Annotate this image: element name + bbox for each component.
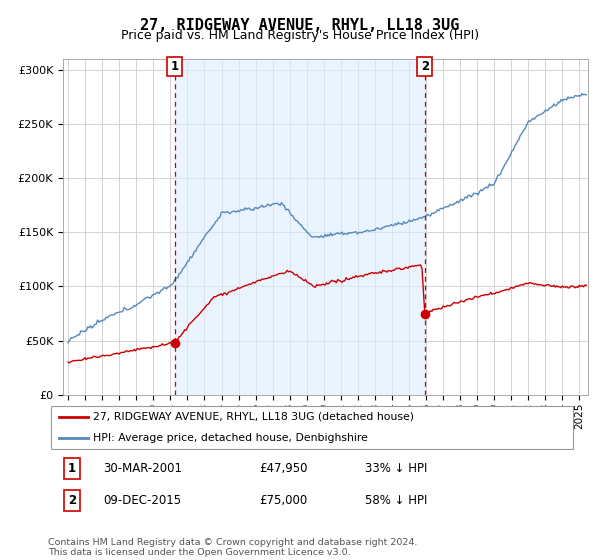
Text: Contains HM Land Registry data © Crown copyright and database right 2024.
This d: Contains HM Land Registry data © Crown c…	[48, 538, 418, 557]
Text: 30-MAR-2001: 30-MAR-2001	[103, 462, 182, 475]
Text: 2: 2	[68, 494, 76, 507]
Text: £75,000: £75,000	[259, 494, 307, 507]
Text: 1: 1	[68, 462, 76, 475]
Text: 58% ↓ HPI: 58% ↓ HPI	[365, 494, 427, 507]
Text: 2: 2	[421, 60, 429, 73]
Text: 1: 1	[170, 60, 179, 73]
Text: 27, RIDGEWAY AVENUE, RHYL, LL18 3UG (detached house): 27, RIDGEWAY AVENUE, RHYL, LL18 3UG (det…	[93, 412, 414, 422]
Text: Price paid vs. HM Land Registry's House Price Index (HPI): Price paid vs. HM Land Registry's House …	[121, 29, 479, 42]
Text: 33% ↓ HPI: 33% ↓ HPI	[365, 462, 427, 475]
Text: £47,950: £47,950	[259, 462, 308, 475]
Text: HPI: Average price, detached house, Denbighshire: HPI: Average price, detached house, Denb…	[93, 433, 368, 444]
Text: 27, RIDGEWAY AVENUE, RHYL, LL18 3UG: 27, RIDGEWAY AVENUE, RHYL, LL18 3UG	[140, 18, 460, 33]
Bar	[175, 59, 425, 395]
FancyBboxPatch shape	[50, 406, 574, 449]
Text: 09-DEC-2015: 09-DEC-2015	[103, 494, 182, 507]
